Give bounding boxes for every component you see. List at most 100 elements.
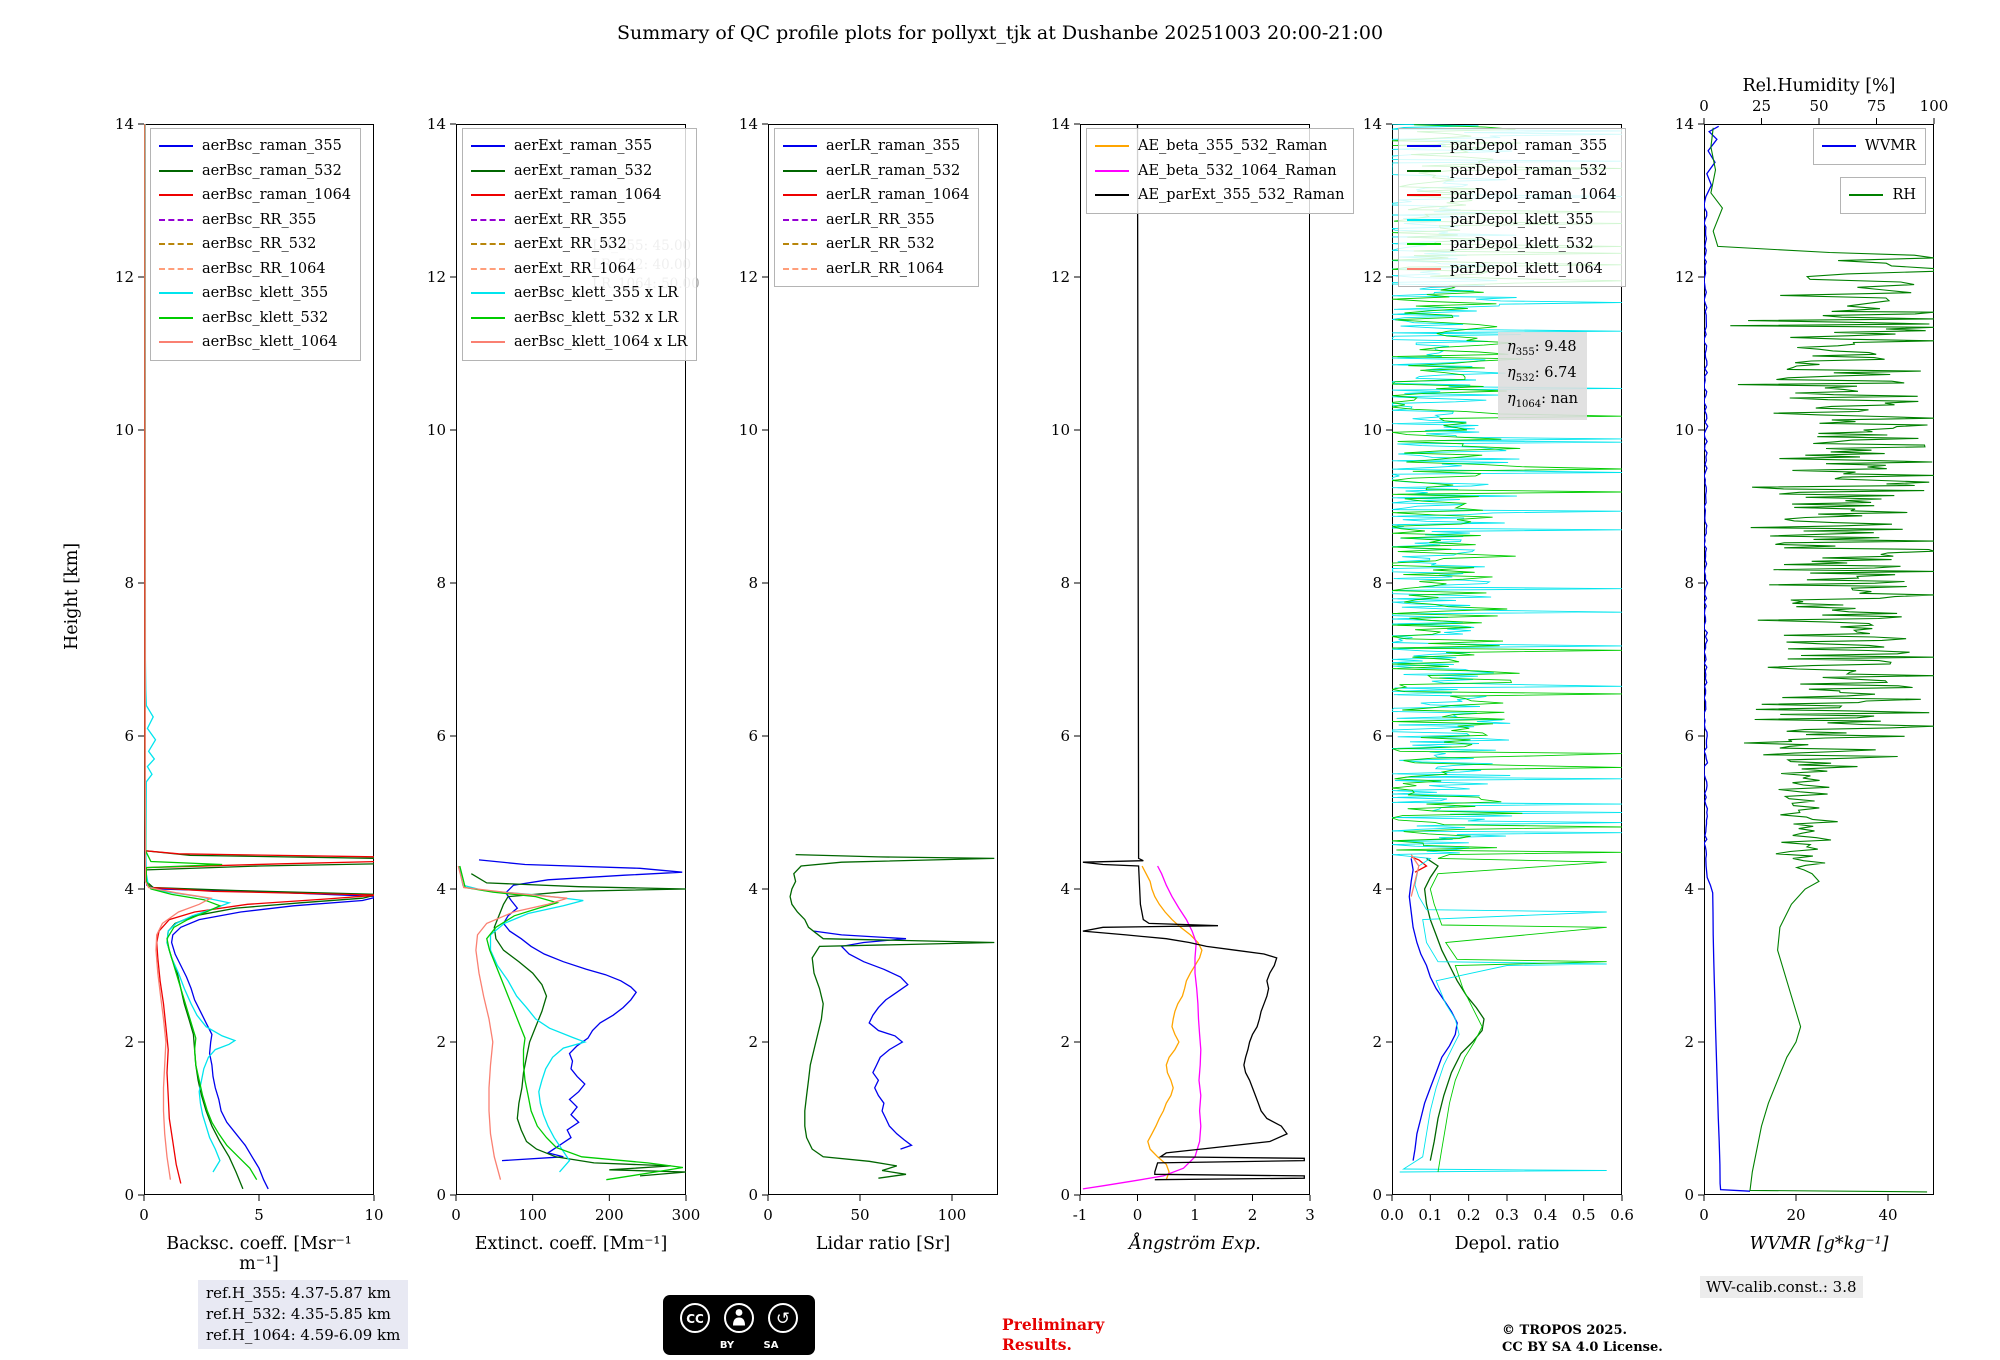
copyright-line-2: CC BY SA 4.0 License. (1502, 1340, 1663, 1355)
x-axis-ticks: 0 5 10 (139, 1195, 384, 1224)
x-tick-label: 0 (1133, 1206, 1143, 1224)
legend-line-sample (159, 169, 193, 172)
sa-arrow-glyph: ↺ (776, 1309, 790, 1329)
legend-label: parDepol_klett_355 (1450, 211, 1594, 228)
y-tick-label: 10 (115, 421, 134, 439)
legend-entry: aerBsc_klett_532 (159, 306, 351, 331)
xlabel-angstrom: Ångström Exp. (1129, 1234, 1261, 1254)
y-axis-label: Height [km] (62, 542, 82, 650)
series-aerExt_raman_355 (478, 859, 683, 1162)
legend-entry: aerBsc_raman_355 (159, 134, 351, 159)
x-tick-label: 0 (451, 1206, 461, 1224)
y-tick-label: 6 (1372, 727, 1382, 745)
legend-label: aerLR_raman_355 (826, 138, 961, 155)
legend-entry: aerLR_RR_532 (783, 232, 969, 257)
x-tick-label: 50 (850, 1206, 869, 1224)
legend-line-sample (159, 218, 193, 221)
legend-label: aerBsc_klett_1064 x LR (514, 334, 688, 351)
legend-label: parDepol_raman_1064 (1450, 187, 1617, 204)
y-axis-ticks: 0 2 4 6 8 10 12 14 (1363, 115, 1392, 1204)
legend-entry: aerExt_RR_355 (471, 208, 687, 233)
y-tick-label: 8 (436, 574, 446, 592)
legend-label: AE_beta_355_532_Raman (1138, 138, 1328, 155)
x-tick-label: 0.1 (1418, 1206, 1442, 1224)
legend-entry: aerBsc_klett_355 x LR (471, 281, 687, 306)
x-tick-label: 0 (1699, 1206, 1709, 1224)
axes-frame (1704, 124, 1934, 1195)
legend-entry: aerBsc_klett_532 x LR (471, 306, 687, 331)
legend-label: aerBsc_raman_355 (202, 138, 342, 155)
series-parDepol_klett_1064 (1410, 854, 1420, 897)
ref-h-1064: ref.H_1064: 4.59-6.09 km (206, 1326, 401, 1344)
xlabel-extinction: Extinct. coeff. [Mm⁻¹] (474, 1234, 668, 1254)
top-axis-label-rel-humidity: Rel.Humidity [%] (1742, 76, 1896, 96)
legend-label: RH (1892, 187, 1916, 204)
legend-line-sample (471, 145, 505, 148)
legend-line-sample (1407, 194, 1441, 197)
legend-line-sample (159, 267, 193, 270)
legend-label: aerBsc_RR_532 (202, 236, 317, 253)
sa-arrow-icon (768, 1303, 798, 1333)
figure-title: Summary of QC profile plots for pollyxt_… (616, 22, 1384, 44)
x-tick-label: 20 (1786, 1206, 1805, 1224)
x-axis-ticks: 0.0 0.1 0.2 0.3 0.4 0.5 0.6 (1380, 1195, 1634, 1224)
series-aerBsc_klett_532-x-LR (459, 865, 684, 1181)
x-tick-label: 0.3 (1495, 1206, 1519, 1224)
y-tick-label: 4 (1372, 880, 1382, 898)
legend-entry: aerExt_raman_355 (471, 134, 687, 159)
legend: RH (1840, 177, 1926, 214)
legend-line-sample (471, 267, 505, 270)
cc-by-label: BY (720, 1340, 735, 1351)
y-tick-label: 6 (124, 727, 134, 745)
legend-line-sample (783, 169, 817, 172)
y-tick-label: 14 (1363, 115, 1382, 133)
legend-entry: aerExt_RR_532 (471, 232, 687, 257)
legend-label: aerLR_RR_355 (826, 211, 935, 228)
legend-line-sample (471, 292, 505, 295)
legend-entry: aerBsc_raman_1064 (159, 183, 351, 208)
x-tick-label: 0.4 (1533, 1206, 1557, 1224)
legend-entry: WVMR (1821, 134, 1916, 159)
top-tick-label: 0 (1699, 97, 1709, 115)
x-tick-label: 300 (672, 1206, 701, 1224)
legend-label: aerLR_raman_532 (826, 162, 961, 179)
y-tick-label: 10 (1051, 421, 1070, 439)
legend-entry: aerBsc_klett_355 (159, 281, 351, 306)
preliminary-line-2: Results. (1002, 1335, 1072, 1354)
legend-line-sample (1407, 243, 1441, 246)
y-tick-label: 14 (115, 115, 134, 133)
legend-label: aerBsc_raman_1064 (202, 187, 352, 204)
legend-label: aerExt_raman_355 (514, 138, 653, 155)
series-lines (789, 853, 995, 1179)
by-person-icon (724, 1303, 754, 1333)
legend-label: parDepol_raman_355 (1450, 138, 1608, 155)
series-lines (144, 124, 374, 1190)
axes-frame (768, 124, 998, 1195)
y-tick-label: 14 (739, 115, 758, 133)
series-aerBsc_klett_1064-x-LR (457, 865, 568, 1180)
legend-label: aerExt_RR_355 (514, 211, 627, 228)
legend-label: parDepol_klett_532 (1450, 236, 1594, 253)
cc-license-badge: CC ↺ BY SA (663, 1295, 815, 1355)
x-tick-label: 0 (139, 1206, 149, 1224)
x-axis-ticks: 0 50 100 (763, 1195, 966, 1224)
xlabel-lidar-ratio: Lidar ratio [Sr] (815, 1234, 951, 1254)
legend-line-sample (1407, 145, 1441, 148)
series-AE_parExt_355_532_Raman (1082, 124, 1305, 1181)
top-axis-ticks: 0 25 50 75 100 (1699, 97, 1948, 124)
y-tick-label: 2 (436, 1033, 446, 1051)
y-tick-label: 6 (748, 727, 758, 745)
legend-entry: AE_parExt_355_532_Raman (1095, 183, 1344, 208)
legend-line-sample (471, 194, 505, 197)
legend-label: aerExt_raman_532 (514, 162, 653, 179)
top-tick-label: 75 (1867, 97, 1886, 115)
y-tick-label: 0 (1684, 1186, 1694, 1204)
legend-label: aerBsc_RR_355 (202, 211, 317, 228)
y-tick-label: 12 (1363, 268, 1382, 286)
x-tick-label: 0.5 (1572, 1206, 1596, 1224)
legend-label: aerExt_raman_1064 (514, 187, 662, 204)
legend-label: aerBsc_klett_355 x LR (514, 285, 679, 302)
y-tick-label: 0 (748, 1186, 758, 1204)
legend-label: parDepol_raman_532 (1450, 162, 1608, 179)
x-tick-label: 0 (763, 1206, 773, 1224)
